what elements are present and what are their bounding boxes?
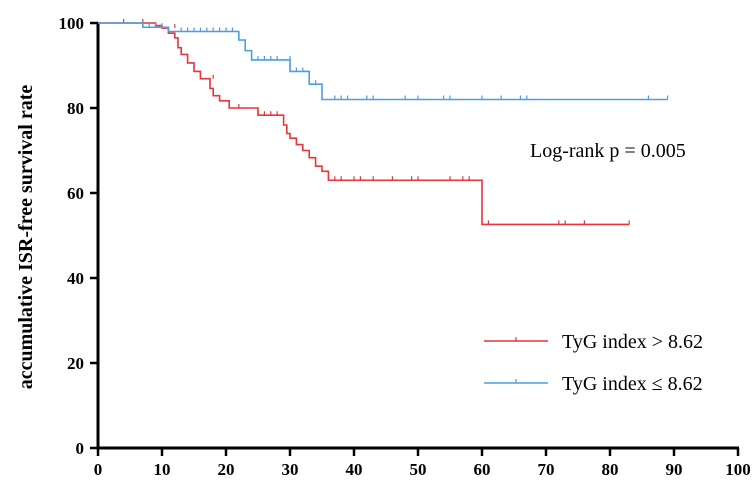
x-tick-label: 30 — [282, 460, 299, 479]
series-line — [98, 22, 630, 226]
legend-label: TyG index ≤ 8.62 — [562, 373, 703, 395]
axes: 0 10 20 30 40 50 60 70 80 90 100 0 20 40 60 80 100 — [59, 14, 751, 479]
y-tick-label: 0 — [76, 439, 85, 458]
y-tick-label: 100 — [59, 14, 85, 33]
legend-item-1: TyG index > 8.62 — [484, 331, 703, 353]
y-tick-label: 20 — [67, 354, 84, 373]
series-layer — [98, 19, 669, 226]
x-tick-label: 60 — [474, 460, 491, 479]
x-tick-label: 70 — [538, 460, 555, 479]
x-tick-label: 90 — [666, 460, 683, 479]
x-tick-label: 50 — [410, 460, 427, 479]
x-tick-label: 10 — [154, 460, 171, 479]
series-2 — [98, 22, 669, 101]
series-1 — [98, 19, 630, 226]
x-tick-label: 100 — [725, 460, 751, 479]
y-tick-label: 40 — [67, 269, 84, 288]
y-tick-label: 80 — [67, 99, 84, 118]
series-line — [98, 22, 668, 101]
legend-label: TyG index > 8.62 — [562, 331, 703, 353]
x-tick-label: 20 — [218, 460, 235, 479]
y-axis-title: accumulative ISR-free survival rate — [15, 85, 37, 390]
legend: TyG index > 8.62 TyG index ≤ 8.62 — [484, 331, 703, 395]
legend-item-2: TyG index ≤ 8.62 — [484, 373, 703, 395]
x-tick-label: 80 — [602, 460, 619, 479]
x-tick-label: 40 — [346, 460, 363, 479]
x-tick-label: 0 — [94, 460, 103, 479]
y-tick-label: 60 — [67, 184, 84, 203]
logrank-annotation: Log-rank p = 0.005 — [530, 140, 686, 162]
